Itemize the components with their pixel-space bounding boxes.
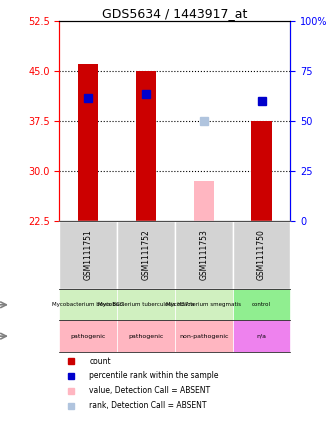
Bar <box>194 181 214 221</box>
Bar <box>78 64 98 221</box>
Text: GSM1111750: GSM1111750 <box>257 229 266 280</box>
Text: value, Detection Call = ABSENT: value, Detection Call = ABSENT <box>89 386 211 395</box>
Text: Mycobacterium bovis BCG: Mycobacterium bovis BCG <box>52 302 124 307</box>
Text: rank, Detection Call = ABSENT: rank, Detection Call = ABSENT <box>89 401 207 410</box>
Bar <box>136 71 156 221</box>
FancyBboxPatch shape <box>117 289 175 321</box>
Text: Mycobacterium tuberculosis H37ra: Mycobacterium tuberculosis H37ra <box>98 302 194 307</box>
Text: percentile rank within the sample: percentile rank within the sample <box>89 371 219 380</box>
Text: Mycobacterium smegmatis: Mycobacterium smegmatis <box>166 302 241 307</box>
FancyBboxPatch shape <box>59 289 117 321</box>
Text: pathogenic: pathogenic <box>128 334 164 339</box>
FancyBboxPatch shape <box>59 321 117 352</box>
FancyBboxPatch shape <box>233 289 290 321</box>
FancyBboxPatch shape <box>175 221 233 289</box>
Text: count: count <box>89 357 111 366</box>
Text: n/a: n/a <box>256 334 267 339</box>
Text: GSM1111751: GSM1111751 <box>84 230 93 280</box>
FancyBboxPatch shape <box>59 221 117 289</box>
FancyBboxPatch shape <box>175 289 233 321</box>
FancyBboxPatch shape <box>233 321 290 352</box>
FancyBboxPatch shape <box>175 321 233 352</box>
Text: GSM1111752: GSM1111752 <box>142 230 150 280</box>
FancyBboxPatch shape <box>117 321 175 352</box>
Text: GSM1111753: GSM1111753 <box>199 229 208 280</box>
Title: GDS5634 / 1443917_at: GDS5634 / 1443917_at <box>102 7 248 20</box>
FancyBboxPatch shape <box>233 221 290 289</box>
Text: pathogenic: pathogenic <box>71 334 106 339</box>
Text: non-pathogenic: non-pathogenic <box>179 334 228 339</box>
FancyBboxPatch shape <box>117 221 175 289</box>
Text: control: control <box>252 302 271 307</box>
Bar <box>251 121 272 221</box>
